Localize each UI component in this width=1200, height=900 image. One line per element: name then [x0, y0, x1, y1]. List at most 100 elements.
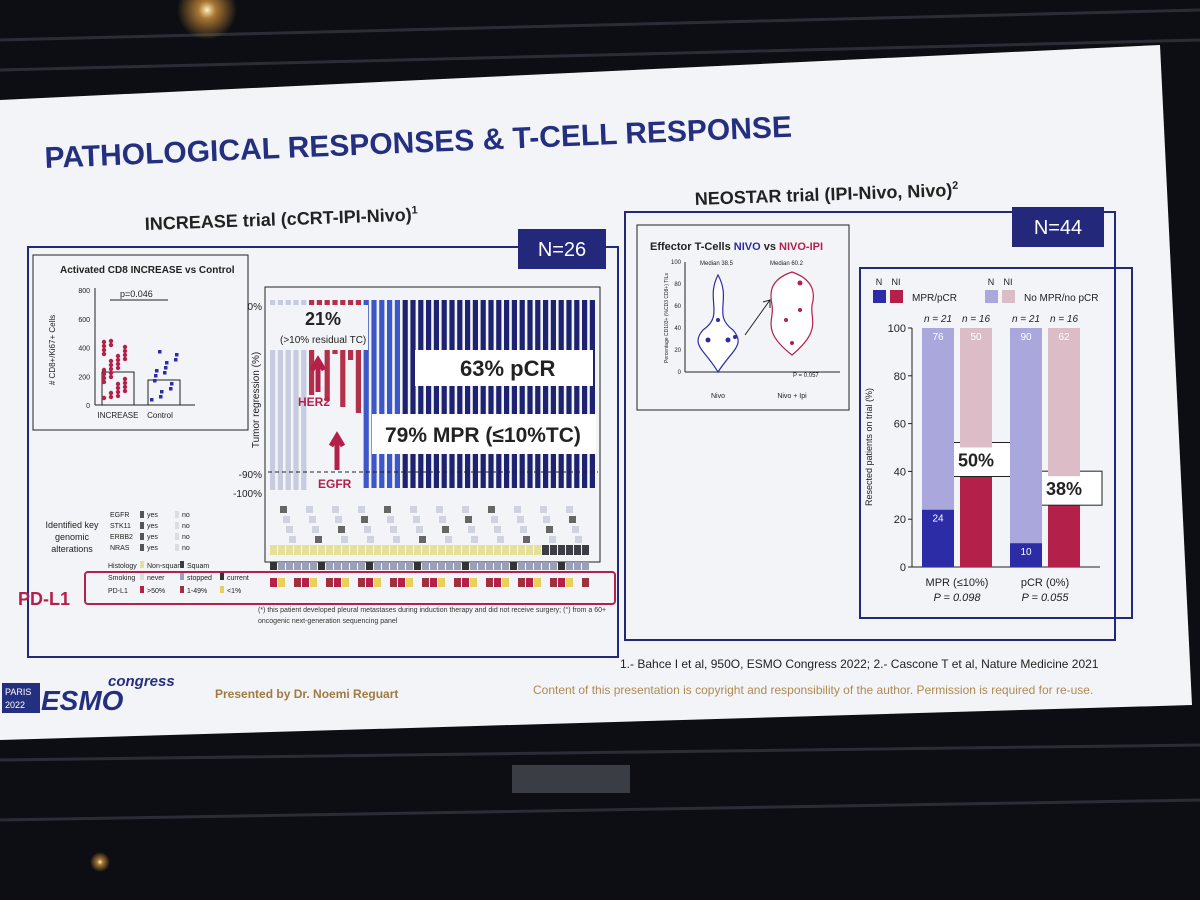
smoking-cell: [270, 562, 277, 570]
smoking-cell: [566, 562, 573, 570]
histology-cell: [526, 545, 533, 555]
copyright: Content of this presentation is copyrigh…: [533, 683, 1093, 697]
alteration-cell: [332, 506, 339, 513]
x-label: Nivo + Ipi: [777, 393, 807, 400]
waterfall-bar: [527, 300, 533, 488]
alteration-cell: [413, 516, 420, 523]
point: [108, 394, 114, 400]
swatch: [140, 511, 144, 518]
alteration-cell: [543, 516, 550, 523]
pdl1-cell: [422, 578, 429, 587]
histology-cell: [446, 545, 453, 555]
waterfall-bar: [488, 300, 494, 488]
histology-cell: [470, 545, 477, 555]
pdl1-cell: [374, 578, 381, 587]
row-value: never: [147, 575, 165, 582]
pdl1-cell: [446, 578, 453, 587]
group-label: MPR (≤10%): [926, 577, 989, 589]
point: [108, 366, 114, 372]
histology-cell: [294, 545, 301, 555]
row-value: >50%: [147, 588, 165, 595]
smoking-cell: [574, 562, 581, 570]
x-label: INCREASE: [98, 411, 139, 420]
histology-cell: [542, 545, 549, 555]
smoking-cell: [406, 562, 413, 570]
inset-title: Effector T-Cells NIVO vs NIVO-IPI: [650, 241, 823, 253]
histology-cell: [534, 545, 541, 555]
histology-cell: [382, 545, 389, 555]
smoking-cell: [462, 562, 469, 570]
label-bg: [372, 414, 596, 454]
pdl1-cell: [318, 578, 325, 587]
histology-cell: [398, 545, 405, 555]
y-tick-label: 60: [674, 304, 681, 310]
histology-cell: [582, 545, 589, 555]
stage-light: [177, 0, 237, 40]
point: [122, 384, 128, 390]
pdl1-cell: [390, 578, 397, 587]
point: [115, 361, 121, 367]
gene-legend: no: [182, 534, 190, 541]
violin: [697, 273, 739, 374]
row-value: stopped: [187, 575, 212, 582]
alteration-cell: [419, 536, 426, 543]
label-bg: [270, 305, 368, 350]
points: [784, 280, 803, 345]
point: [122, 380, 128, 386]
legend-swatch: [873, 290, 886, 303]
point: [115, 381, 121, 387]
value-label: 24: [932, 514, 944, 525]
logo-box: [2, 683, 40, 713]
y-tick-label: 60: [894, 419, 906, 431]
y-tick-label: 20: [894, 514, 906, 526]
x-label: Nivo: [711, 393, 725, 400]
stage-light: [90, 852, 110, 872]
pdl1-cell: [574, 578, 581, 587]
presenter: Presented by Dr. Noemi Reguart: [215, 687, 398, 701]
histology-cell: [438, 545, 445, 555]
point: [165, 361, 169, 365]
alteration-cell: [387, 516, 394, 523]
title-part: NIVO: [734, 241, 761, 253]
pdl1-cell: [462, 578, 469, 587]
smoking-cell: [502, 562, 509, 570]
bar: [147, 379, 181, 406]
smoking-cell: [302, 562, 309, 570]
annotation: 63% pCR: [460, 356, 555, 381]
value-label: 76: [932, 332, 944, 343]
waterfall-bar: [402, 300, 408, 488]
alterations: Identified key genomic alterations EGFR yes n…: [45, 511, 249, 595]
point: [108, 342, 114, 348]
y-tick-label: 0: [86, 403, 90, 410]
point: [115, 393, 121, 399]
point: [101, 351, 107, 357]
waterfall-bar: [301, 300, 307, 490]
alteration-cell: [471, 536, 478, 543]
smoking-cell: [374, 562, 381, 570]
waterfall-bar: [387, 300, 393, 488]
row-label: Histology: [108, 563, 137, 570]
histology-cell: [510, 545, 517, 555]
n-label: N=44: [1034, 217, 1082, 239]
callout: 38%: [1046, 479, 1082, 499]
waterfall-bar: [582, 300, 588, 488]
legend-group: NI: [1004, 277, 1013, 287]
waterfall-bar: [293, 300, 299, 490]
gene-legend: yes: [147, 545, 158, 552]
smoking-cell: [414, 562, 421, 570]
alteration-cell: [517, 516, 524, 523]
inset-title: Activated CD8 INCREASE vs Control: [60, 265, 235, 276]
pdl1-cell: [326, 578, 333, 587]
pdl1-cell: [270, 578, 277, 587]
waterfall-bar: [574, 300, 580, 488]
violin: [770, 271, 814, 356]
smoking-cell: [486, 562, 493, 570]
row-label: Smoking: [108, 575, 135, 582]
value-label: 50: [970, 332, 982, 343]
waterfall-bar: [426, 300, 432, 488]
title-part: vs: [764, 241, 776, 253]
logo-word: congress: [108, 673, 175, 690]
legend-group: NI: [892, 277, 901, 287]
value-label: 62: [1058, 332, 1070, 343]
gene-legend: no: [182, 523, 190, 530]
